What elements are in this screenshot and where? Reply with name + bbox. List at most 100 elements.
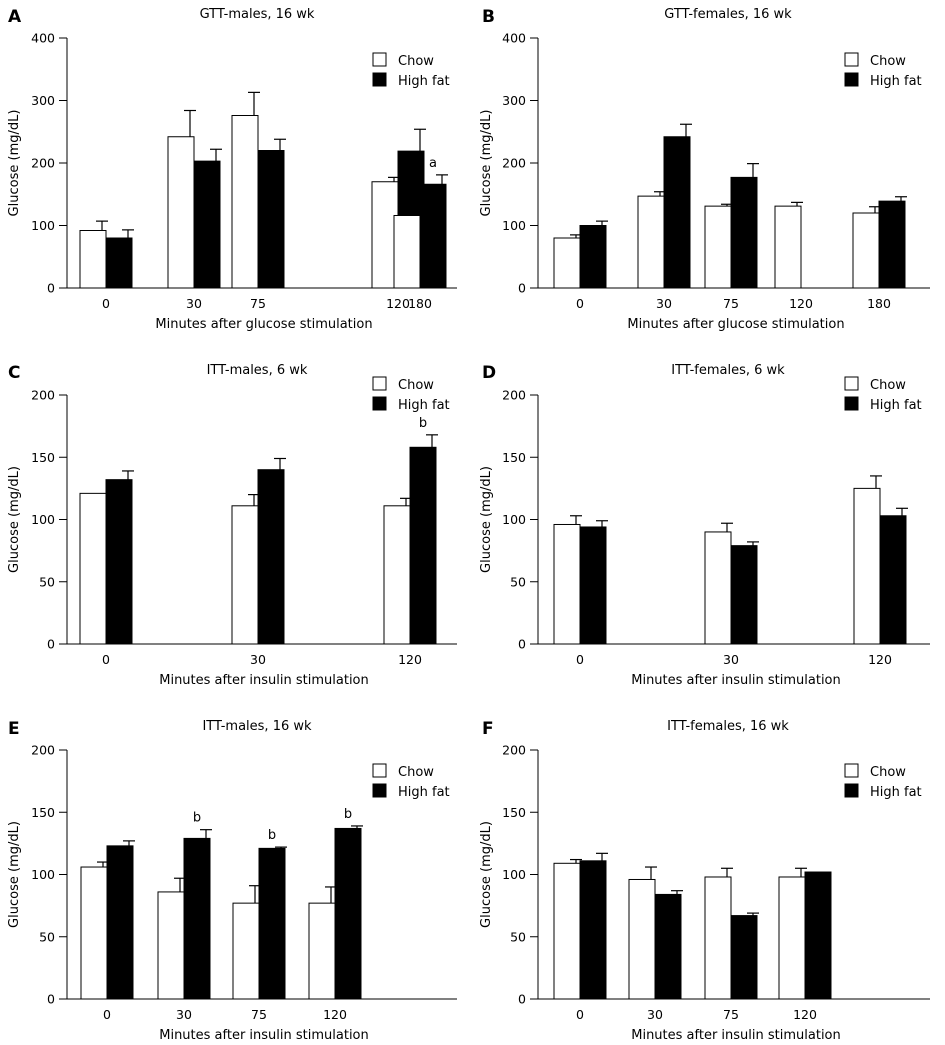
bar-chow-0 xyxy=(553,523,581,645)
y-tick-label: 300 xyxy=(502,93,526,108)
x-tick-label: 30 xyxy=(723,652,739,667)
y-tick-label: 0 xyxy=(518,281,526,296)
y-tick-label: 0 xyxy=(518,637,526,652)
x-tick-label: 30 xyxy=(647,1007,663,1022)
significance-label: a xyxy=(429,156,437,171)
bar-chow-75 xyxy=(232,902,260,1000)
x-axis-label: Minutes after glucose stimulation xyxy=(627,317,844,332)
bar-chow-0 xyxy=(553,862,581,1000)
bar-high-fat-180 xyxy=(419,183,447,289)
legend-label: High fat xyxy=(870,785,922,800)
legend-swatch-high-fat xyxy=(372,72,387,87)
y-tick-label: 50 xyxy=(39,929,55,944)
legend-label: High fat xyxy=(398,74,450,89)
bar-chow-75 xyxy=(704,205,732,289)
x-tick-label: 0 xyxy=(102,652,110,667)
bar-chow-0 xyxy=(80,866,108,1000)
bar-high-fat-30 xyxy=(730,545,758,645)
legend-swatch-chow xyxy=(372,376,387,391)
legend-label: Chow xyxy=(398,54,434,69)
y-tick-label: 100 xyxy=(502,512,526,527)
y-tick-label: 150 xyxy=(502,805,526,820)
y-tick-label: 0 xyxy=(47,637,55,652)
y-tick-label: 0 xyxy=(518,992,526,1007)
legend: Chow High fat xyxy=(372,376,450,413)
y-tick-label: 200 xyxy=(502,388,526,403)
bar-chow-120 xyxy=(308,902,336,1000)
bar-high-fat-30 xyxy=(257,469,285,645)
panel-letter: B xyxy=(482,7,495,27)
x-tick-label: 180 xyxy=(867,296,891,311)
panel-letter: C xyxy=(8,363,20,383)
legend-swatch-chow xyxy=(372,763,387,778)
legend-swatch-chow xyxy=(372,52,387,67)
y-tick-label: 200 xyxy=(31,156,55,171)
bar-chow-0 xyxy=(553,237,581,289)
bar-chow-30 xyxy=(628,878,656,1000)
y-axis-label: Glucose (mg/dL) xyxy=(7,110,22,217)
bar-chow-30 xyxy=(167,136,195,289)
legend-label: Chow xyxy=(398,765,434,780)
x-tick-label: 120 xyxy=(868,652,892,667)
bar-chow-120 xyxy=(778,876,806,1000)
bar-high-fat-75 xyxy=(730,176,758,289)
bar-chow-75 xyxy=(231,115,259,289)
panel-letter: A xyxy=(8,7,22,27)
legend-swatch-chow xyxy=(844,376,859,391)
x-tick-label: 0 xyxy=(576,652,584,667)
bar-high-fat-30 xyxy=(654,893,682,1000)
legend: Chow High fat xyxy=(844,376,922,413)
bar-high-fat-0 xyxy=(105,237,133,289)
x-tick-label: 180 xyxy=(408,296,432,311)
legend-label: High fat xyxy=(398,398,450,413)
y-tick-label: 200 xyxy=(502,156,526,171)
bar-high-fat-0 xyxy=(579,225,607,289)
bar-high-fat-180 xyxy=(878,200,906,289)
legend-label: High fat xyxy=(870,74,922,89)
bar-high-fat-120 xyxy=(409,446,437,645)
significance-label: b xyxy=(268,828,276,843)
bar-high-fat-0 xyxy=(579,526,607,645)
x-tick-label: 0 xyxy=(103,1007,111,1022)
legend-swatch-chow xyxy=(844,52,859,67)
y-tick-label: 300 xyxy=(31,93,55,108)
x-tick-label: 75 xyxy=(250,296,266,311)
x-axis-label: Minutes after insulin stimulation xyxy=(631,673,841,688)
legend-label: High fat xyxy=(398,785,450,800)
bar-high-fat-120 xyxy=(334,827,362,1000)
legend-swatch-high-fat xyxy=(844,72,859,87)
y-tick-label: 100 xyxy=(31,218,55,233)
x-axis-label: Minutes after insulin stimulation xyxy=(631,1028,841,1043)
bar-chow-120 xyxy=(383,505,411,645)
legend-label: Chow xyxy=(870,765,906,780)
panel-f: F ITT-females, 16 wk 0 50 100 150 200 Glucose (… xyxy=(479,719,930,1043)
y-tick-label: 100 xyxy=(31,867,55,882)
chart-title: GTT-males, 16 wk xyxy=(200,7,315,22)
legend: Chow High fat xyxy=(844,52,922,89)
bar-high-fat-0 xyxy=(579,860,607,1000)
x-tick-label: 30 xyxy=(656,296,672,311)
x-tick-label: 30 xyxy=(176,1007,192,1022)
chart-title: GTT-females, 16 wk xyxy=(664,7,792,22)
y-axis-label: Glucose (mg/dL) xyxy=(479,821,494,928)
bar-high-fat-75 xyxy=(258,847,286,1000)
chart-title: ITT-males, 6 wk xyxy=(207,363,308,378)
legend-label: Chow xyxy=(870,378,906,393)
legend-swatch-chow xyxy=(844,763,859,778)
y-axis-label: Glucose (mg/dL) xyxy=(479,466,494,573)
y-tick-label: 150 xyxy=(502,450,526,465)
x-tick-label: 75 xyxy=(251,1007,267,1022)
x-tick-label: 120 xyxy=(386,296,410,311)
significance-label: b xyxy=(344,807,352,822)
y-tick-label: 200 xyxy=(502,743,526,758)
x-tick-label: 120 xyxy=(323,1007,347,1022)
y-axis-label: Glucose (mg/dL) xyxy=(479,110,494,217)
y-tick-label: 100 xyxy=(31,512,55,527)
panel-letter: D xyxy=(482,363,496,383)
bar-high-fat-30 xyxy=(183,837,211,1000)
panel-e: E ITT-males, 16 wk 0 50 100 150 200 Glucose (mg… xyxy=(7,719,457,1043)
bar-high-fat-75 xyxy=(257,150,285,289)
y-tick-label: 0 xyxy=(47,992,55,1007)
